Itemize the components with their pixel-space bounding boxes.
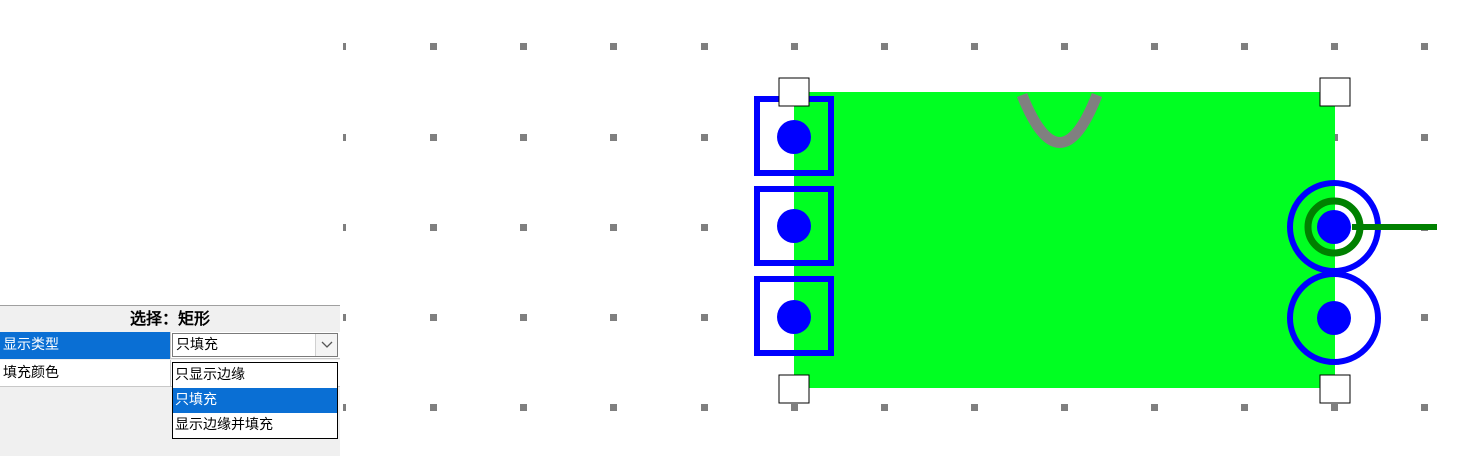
property-label-display-type[interactable]: 显示类型 xyxy=(0,332,171,359)
grid-dot xyxy=(343,43,346,50)
grid-dot xyxy=(520,224,527,231)
display-type-dropdown-list[interactable]: 只显示边缘 只填充 显示边缘并填充 xyxy=(172,362,338,439)
grid-dot xyxy=(430,224,437,231)
grid-dot xyxy=(1421,43,1428,50)
grid-dot xyxy=(1241,404,1248,411)
grid-dot xyxy=(1151,404,1158,411)
grid-dot xyxy=(520,134,527,141)
grid-dot xyxy=(971,43,978,50)
property-label-fill-color[interactable]: 填充颜色 xyxy=(0,360,171,387)
grid-dot xyxy=(701,134,708,141)
grid-dot xyxy=(881,404,888,411)
grid-dot xyxy=(1421,404,1428,411)
grid-dot xyxy=(610,224,617,231)
grid-dot xyxy=(610,43,617,50)
arc-shape[interactable] xyxy=(1016,92,1103,148)
resize-handle-bottom-right[interactable] xyxy=(1319,374,1351,404)
design-canvas[interactable] xyxy=(343,0,1458,456)
selection-title: 选择：矩形 xyxy=(129,309,210,328)
preview-area xyxy=(0,0,340,306)
grid-dot xyxy=(1061,43,1068,50)
property-panel: 选择：矩形 显示类型 只填充 填充颜色 xyxy=(0,306,340,456)
grid-dot xyxy=(610,404,617,411)
grid-dot xyxy=(1331,43,1338,50)
grid-dot xyxy=(791,43,798,50)
grid-dot xyxy=(430,43,437,50)
grid-dot xyxy=(520,314,527,321)
grid-dot xyxy=(971,404,978,411)
resize-handle-bottom-left[interactable] xyxy=(778,374,810,404)
grid-dot xyxy=(701,43,708,50)
grid-dot xyxy=(881,43,888,50)
grid-dot xyxy=(610,134,617,141)
grid-dot xyxy=(610,314,617,321)
pad-square-3[interactable] xyxy=(754,276,834,356)
grid-dot xyxy=(343,224,346,231)
grid-dot xyxy=(430,404,437,411)
grid-dot xyxy=(1241,43,1248,50)
resize-handle-top-right[interactable] xyxy=(1319,77,1351,107)
left-panel: 选择：矩形 显示类型 只填充 填充颜色 xyxy=(0,0,340,456)
grid-dot xyxy=(701,314,708,321)
grid-dot xyxy=(1151,43,1158,50)
display-type-select[interactable]: 只填充 xyxy=(172,333,338,357)
trace-wire[interactable] xyxy=(1304,197,1437,257)
resize-handle-top-left[interactable] xyxy=(778,77,810,107)
grid-dot xyxy=(701,404,708,411)
grid-dot xyxy=(701,224,708,231)
grid-dot xyxy=(343,314,346,321)
pad-square-2[interactable] xyxy=(754,186,834,266)
dropdown-button[interactable] xyxy=(315,334,337,356)
chevron-down-icon xyxy=(321,341,333,348)
grid-dot xyxy=(791,404,798,411)
grid-dot xyxy=(1061,404,1068,411)
grid-dot xyxy=(430,314,437,321)
pad-round-2[interactable] xyxy=(1287,271,1381,365)
grid-dot xyxy=(430,134,437,141)
grid-dot xyxy=(343,134,346,141)
grid-dot xyxy=(520,404,527,411)
grid-dot xyxy=(520,43,527,50)
property-row-display-type[interactable]: 显示类型 只填充 xyxy=(0,332,340,359)
grid-dot xyxy=(1421,134,1428,141)
grid-dot xyxy=(343,404,346,411)
dropdown-option-fill-only[interactable]: 只填充 xyxy=(173,388,337,413)
display-type-value: 只填充 xyxy=(176,337,218,353)
dropdown-option-edge-only[interactable]: 只显示边缘 xyxy=(175,367,245,383)
grid-dot xyxy=(1331,404,1338,411)
grid-dot xyxy=(1421,314,1428,321)
dropdown-option-edge-and-fill[interactable]: 显示边缘并填充 xyxy=(175,417,273,433)
